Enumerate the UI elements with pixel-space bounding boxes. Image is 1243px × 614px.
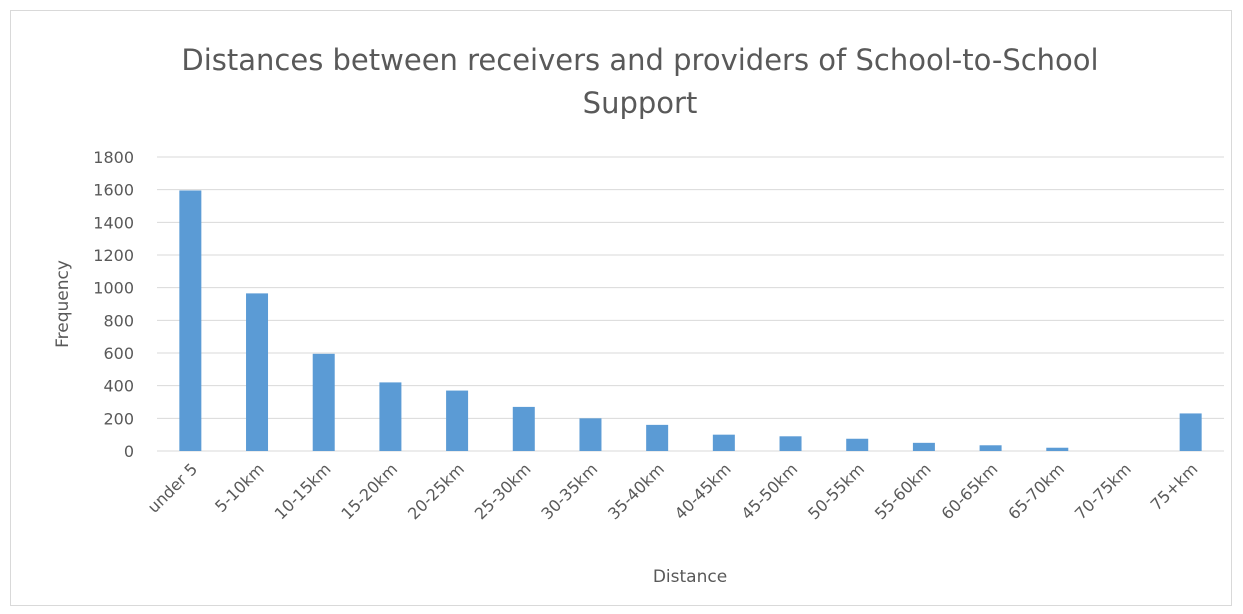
y-axis-tick-labels: 0 200 400 600 800 1000 1200 1400 1600 1800 [93, 148, 134, 461]
y-tick-label: 1400 [93, 213, 134, 232]
y-tick-label: 1600 [93, 181, 134, 200]
bar [512, 406, 535, 451]
bar [1179, 413, 1202, 451]
x-tick-label: 45-50km [737, 459, 801, 523]
bar [579, 418, 602, 451]
x-tick-label: 50-55km [804, 459, 868, 523]
bar [646, 424, 669, 451]
bar [312, 353, 335, 451]
bar [979, 445, 1002, 451]
bar [712, 434, 735, 451]
gridlines [157, 156, 1224, 452]
y-tick-label: 600 [103, 344, 134, 363]
bar [846, 438, 869, 451]
x-tick-label: 5-10km [211, 459, 268, 516]
y-tick-label: 1000 [93, 279, 134, 298]
x-axis-title: Distance [653, 567, 727, 587]
x-tick-label: 10-15km [271, 459, 335, 523]
bar [379, 382, 402, 451]
y-tick-label: 400 [103, 377, 134, 396]
y-tick-label: 200 [103, 409, 134, 428]
y-tick-label: 800 [103, 311, 134, 330]
y-tick-label: 1800 [93, 148, 134, 167]
bar [179, 190, 202, 451]
x-tick-label: 40-45km [671, 459, 735, 523]
x-tick-label: 15-20km [337, 459, 401, 523]
bar [779, 436, 802, 451]
x-tick-label: 20-25km [404, 459, 468, 523]
chart-title-line-2: Support [583, 86, 698, 120]
bar [446, 390, 469, 451]
x-tick-label: 25-30km [471, 459, 535, 523]
bar [1046, 447, 1069, 451]
y-tick-label: 1200 [93, 246, 134, 265]
x-tick-label: 60-65km [938, 459, 1002, 523]
x-tick-label: 35-40km [604, 459, 668, 523]
x-tick-label: 55-60km [871, 459, 935, 523]
bar [912, 442, 935, 451]
chart-title-line-1: Distances between receivers and provider… [181, 43, 1098, 77]
y-axis-title: Frequency [53, 260, 73, 348]
x-tick-label: 70-75km [1071, 459, 1135, 523]
bar [246, 293, 269, 451]
x-tick-label: 65-70km [1004, 459, 1068, 523]
y-tick-label: 0 [124, 442, 134, 461]
x-tick-label: under 5 [144, 459, 201, 516]
chart-frame [10, 10, 1232, 606]
x-axis-tick-labels: under 5 5-10km 10-15km 15-20km 20-25km 25-30k… [144, 459, 1202, 523]
x-tick-label: 30-35km [537, 459, 601, 523]
bars [179, 190, 1202, 451]
x-tick-label: 75+km [1147, 459, 1202, 514]
